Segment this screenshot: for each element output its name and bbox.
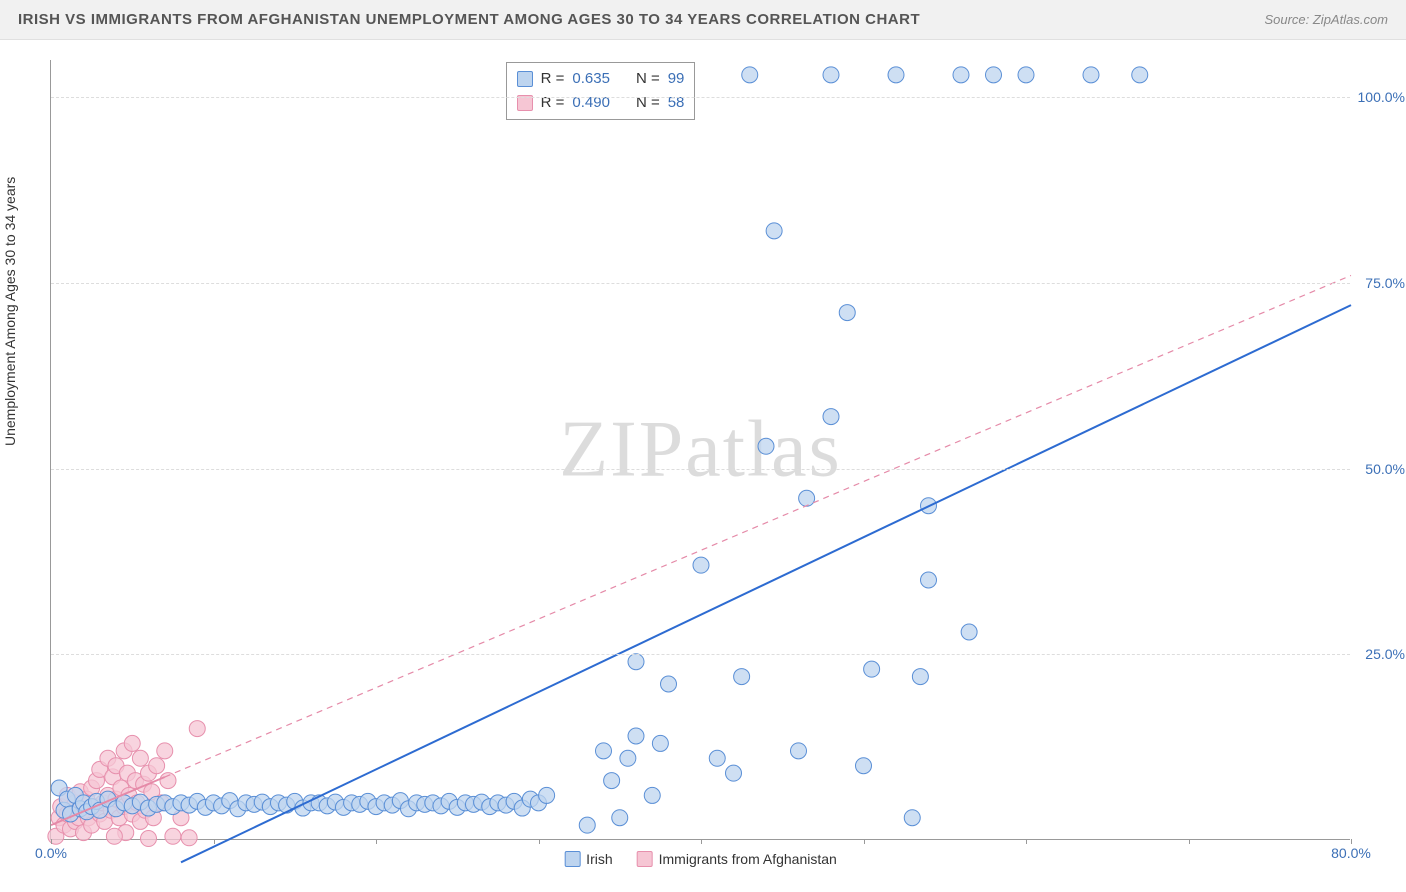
afghan-point [165, 828, 181, 844]
afghan-trendline-dash [165, 275, 1351, 777]
irish-point [661, 676, 677, 692]
irish-point [628, 728, 644, 744]
x-tick-mark [1189, 839, 1190, 844]
irish-point [799, 490, 815, 506]
legend-swatch [637, 851, 653, 867]
irish-point [596, 743, 612, 759]
irish-point [839, 305, 855, 321]
irish-point [693, 557, 709, 573]
r-label: R = [541, 67, 565, 91]
afghan-point [160, 773, 176, 789]
source-label: Source: ZipAtlas.com [1264, 12, 1388, 27]
irish-point [961, 624, 977, 640]
irish-point [758, 438, 774, 454]
afghan-point [157, 743, 173, 759]
gridline [51, 97, 1350, 98]
afghan-point [189, 721, 205, 737]
irish-point [888, 67, 904, 83]
title-bar: IRISH VS IMMIGRANTS FROM AFGHANISTAN UNE… [0, 0, 1406, 40]
y-axis-label: Unemployment Among Ages 30 to 34 years [2, 177, 18, 446]
irish-point [864, 661, 880, 677]
afghan-point [141, 831, 157, 847]
afghan-point [132, 750, 148, 766]
irish-point [904, 810, 920, 826]
x-tick-mark [1026, 839, 1027, 844]
irish-point [986, 67, 1002, 83]
r-value: 0.635 [572, 67, 610, 91]
irish-point [1083, 67, 1099, 83]
irish-point [628, 654, 644, 670]
y-tick-label: 75.0% [1365, 275, 1405, 291]
y-tick-label: 100.0% [1358, 89, 1405, 105]
n-label: N = [636, 91, 660, 115]
irish-point [766, 223, 782, 239]
legend-swatch [564, 851, 580, 867]
r-value: 0.490 [572, 91, 610, 115]
x-tick-mark [214, 839, 215, 844]
x-tick-mark [1351, 839, 1352, 844]
plot-area: ZIPatlas R =0.635N =99R =0.490N =58 Iris… [50, 60, 1350, 840]
irish-point [726, 765, 742, 781]
irish-point [620, 750, 636, 766]
irish-point [912, 669, 928, 685]
afghan-point [124, 735, 140, 751]
stats-row: R = 0.490 N = 58 [517, 91, 685, 115]
n-value: 58 [668, 91, 685, 115]
irish-point [612, 810, 628, 826]
irish-point [709, 750, 725, 766]
irish-point [742, 67, 758, 83]
gridline [51, 654, 1350, 655]
gridline [51, 469, 1350, 470]
afghan-point [149, 758, 165, 774]
irish-point [953, 67, 969, 83]
x-tick-mark [864, 839, 865, 844]
stats-legend-box: R = 0.635 N = 99 R = 0.490 N = 58 [506, 62, 696, 120]
x-tick-mark [539, 839, 540, 844]
n-value: 99 [668, 67, 685, 91]
legend-label: Immigrants from Afghanistan [659, 851, 837, 867]
irish-point [652, 735, 668, 751]
irish-point [921, 572, 937, 588]
irish-point [734, 669, 750, 685]
legend-item: Irish [564, 851, 612, 867]
irish-trendline [181, 305, 1351, 862]
legend-label: Irish [586, 851, 612, 867]
irish-point [823, 67, 839, 83]
chart-svg [51, 60, 1350, 839]
irish-point [539, 787, 555, 803]
x-tick-label: 80.0% [1331, 845, 1371, 861]
gridline [51, 283, 1350, 284]
x-tick-mark [701, 839, 702, 844]
stats-row: R = 0.635 N = 99 [517, 67, 685, 91]
n-label: N = [636, 67, 660, 91]
y-tick-label: 50.0% [1365, 461, 1405, 477]
irish-point [856, 758, 872, 774]
irish-point [579, 817, 595, 833]
irish-point [604, 773, 620, 789]
afghan-point [181, 830, 197, 846]
irish-point [823, 409, 839, 425]
x-tick-mark [376, 839, 377, 844]
chart-title: IRISH VS IMMIGRANTS FROM AFGHANISTAN UNE… [18, 11, 920, 28]
x-tick-label: 0.0% [35, 845, 67, 861]
irish-point [791, 743, 807, 759]
y-tick-label: 25.0% [1365, 646, 1405, 662]
irish-point [1132, 67, 1148, 83]
irish-point [644, 787, 660, 803]
legend-item: Immigrants from Afghanistan [637, 851, 837, 867]
bottom-legend: Irish Immigrants from Afghanistan [564, 851, 837, 867]
x-tick-mark [51, 839, 52, 844]
r-label: R = [541, 91, 565, 115]
irish-point [1018, 67, 1034, 83]
stats-swatch [517, 71, 533, 87]
afghan-point [106, 828, 122, 844]
